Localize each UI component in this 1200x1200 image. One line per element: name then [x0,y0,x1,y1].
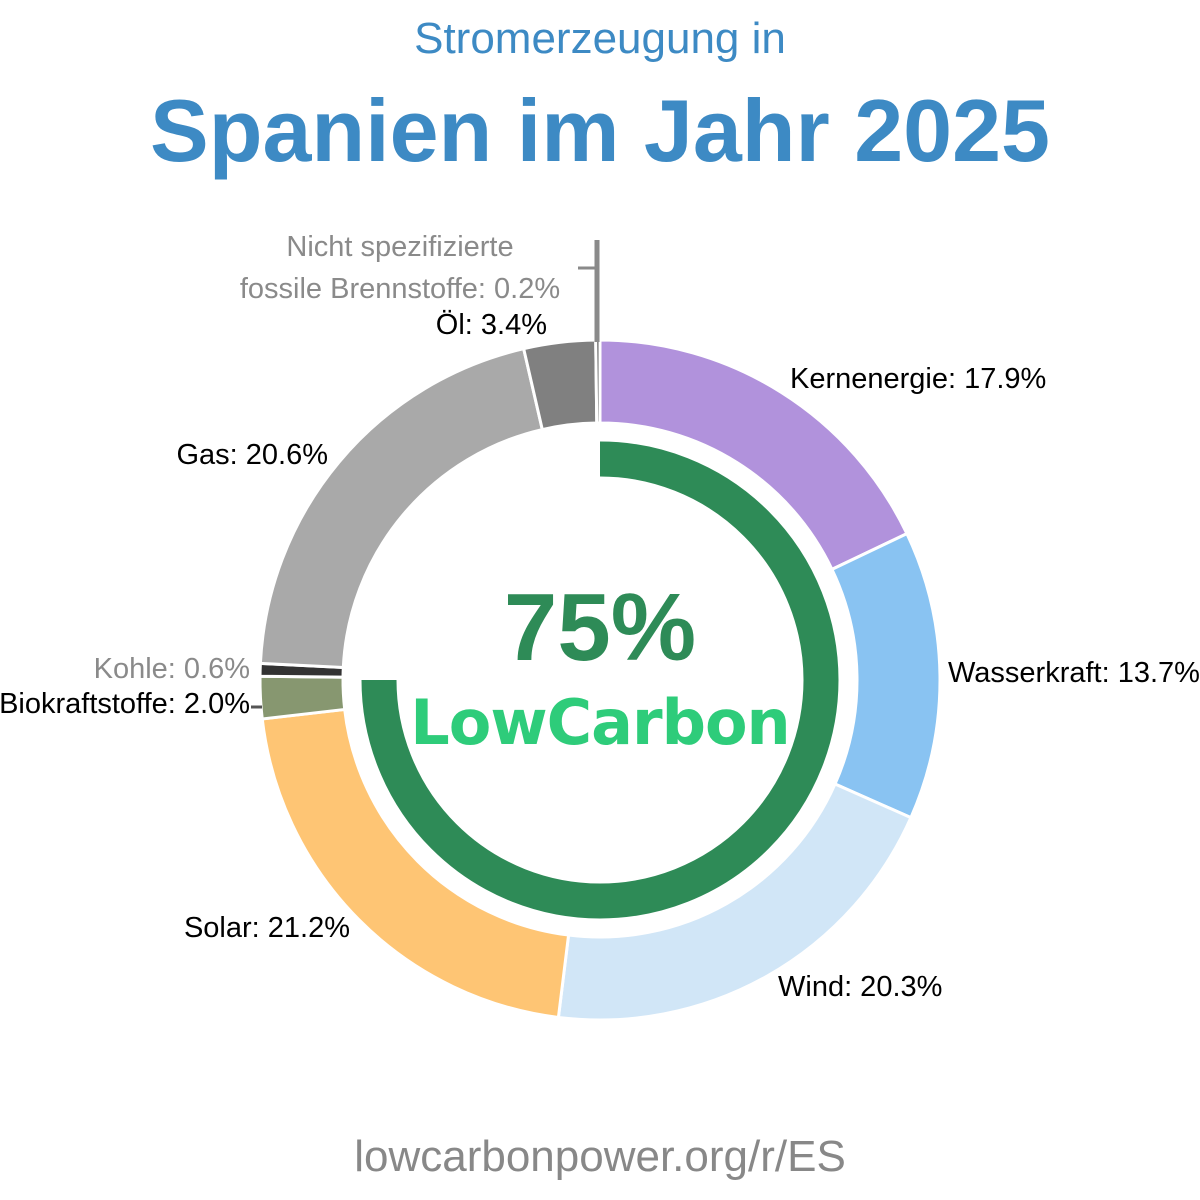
chart-title: Spanien im Jahr 2025 [150,81,1050,180]
slice-gas[interactable] [258,346,545,670]
low-carbon-percent: 75% [504,574,696,681]
lowcarbon-logo-text: LowCarbon [410,686,789,759]
label-wind: Wind: 20.3% [778,971,942,1003]
label-kernenergie: Kernenergie: 17.9% [790,363,1046,395]
label-solar: Solar: 21.2% [184,912,350,944]
label-kohle: Kohle: 0.6% [94,653,250,685]
label-gas: Gas: 20.6% [176,439,328,471]
label-nicht-spezifizierte-fossile-brennstoffe: Nicht spezifizierte fossile Brennstoffe: … [240,231,560,305]
slice-labels: Kernenergie: 17.9% Wasserkraft: 13.7% Wind… [0,231,1200,1003]
chart-subtitle: Stromerzeugung in [414,14,786,63]
donut-slices [258,338,942,1022]
label-line: Nicht spezifizierte [286,231,513,263]
slice-nicht-spezifizierte-fossile-brennstoffe[interactable] [594,338,602,425]
label-wasserkraft: Wasserkraft: 13.7% [948,657,1200,689]
label-leader-lines [251,240,600,709]
slice-wasserkraft[interactable] [829,531,942,820]
source-url[interactable]: lowcarbonpower.org/r/ES [354,1132,846,1181]
low-carbon-ring [361,441,839,919]
label-biokraftstoffe: Biokraftstoffe: 2.0% [0,688,250,720]
label-line: fossile Brennstoffe: 0.2% [240,273,560,305]
label-ol: Öl: 3.4% [436,309,547,341]
